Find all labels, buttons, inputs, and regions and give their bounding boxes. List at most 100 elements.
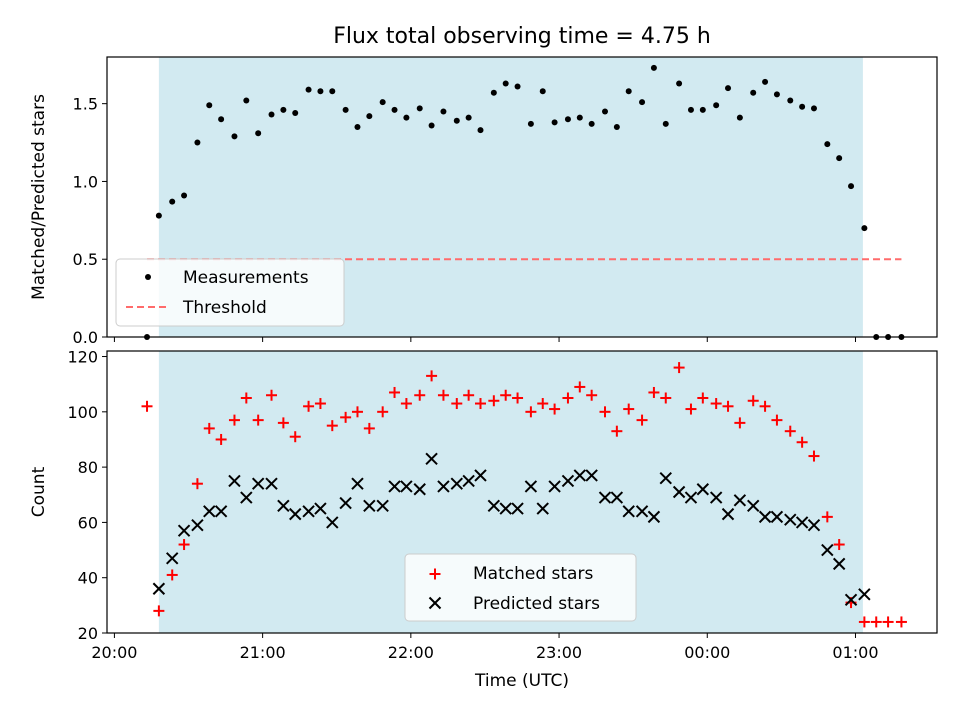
- y-tick-label: 1.5: [73, 95, 98, 114]
- measurement-point: [861, 225, 868, 232]
- cross-b: [770, 510, 784, 524]
- predicted-star-point: [388, 480, 401, 493]
- measurement-point: [836, 155, 843, 162]
- cross-b: [758, 510, 772, 524]
- predicted-star-point: [191, 518, 204, 532]
- measurement-point: [773, 91, 780, 98]
- matched-star-point: [314, 398, 326, 410]
- cross-b: [376, 499, 389, 513]
- y-tick-label: 1.0: [73, 172, 98, 191]
- measurement-point: [317, 88, 324, 95]
- matched-star-point: [648, 386, 660, 398]
- measurement-point: [551, 119, 558, 126]
- measurement-point: [713, 102, 720, 109]
- legend-box: [115, 258, 345, 327]
- measurement-point: [699, 106, 706, 113]
- measurement-point: [810, 105, 817, 112]
- cross-b: [152, 582, 166, 595]
- cross-b: [696, 483, 710, 496]
- matched-star-point: [166, 569, 178, 581]
- predicted-star-point: [844, 593, 858, 607]
- matched-star-point: [833, 539, 845, 551]
- cross-b: [585, 469, 598, 482]
- predicted-star-point: [784, 513, 797, 526]
- predicted-star-point: [289, 507, 302, 521]
- matched-star-point: [178, 539, 190, 551]
- matched-star-point: [710, 398, 722, 410]
- cross-b: [240, 491, 253, 504]
- cross-b: [413, 483, 426, 496]
- plot-frame: [106, 56, 938, 338]
- x-tick-label: 23:00: [536, 643, 582, 662]
- cross-b: [672, 485, 686, 499]
- measurement-point: [613, 124, 620, 130]
- measurement-point: [477, 127, 484, 134]
- predicted-star-point: [152, 582, 166, 595]
- cross-b: [251, 477, 265, 490]
- matched-star-point: [722, 400, 734, 412]
- cross-b: [610, 491, 624, 504]
- predicted-star-point: [240, 491, 253, 504]
- predicted-star-point: [214, 505, 228, 518]
- predicted-star-point: [487, 499, 501, 513]
- cross-b: [561, 474, 575, 488]
- measurement-point: [514, 83, 521, 90]
- matched-star-point: [326, 420, 338, 432]
- measurement-point: [625, 88, 632, 95]
- cross-b: [462, 474, 475, 488]
- measurement-point: [453, 117, 460, 124]
- matched-star-point: [747, 395, 759, 407]
- cross-b: [821, 543, 834, 557]
- plot-frame: [106, 350, 938, 634]
- measurement-point: [354, 124, 361, 130]
- legend-marker-matched: [429, 568, 441, 580]
- measurement-point: [181, 192, 188, 199]
- y-axis-label: Count: [29, 466, 49, 517]
- cross-b: [474, 469, 487, 482]
- y-tick-label: 40: [78, 569, 98, 588]
- predicted-star-point: [610, 491, 624, 504]
- matched-star-point: [586, 389, 598, 401]
- measurement-point: [465, 114, 472, 121]
- measurement-point: [268, 111, 275, 118]
- matched-star-point: [414, 389, 426, 401]
- cross-b: [339, 496, 352, 510]
- measurement-point: [305, 86, 312, 93]
- cross-b: [289, 507, 302, 521]
- y-tick-label: 0.0: [73, 328, 98, 347]
- matched-star-point: [340, 411, 352, 423]
- predicted-star-point: [314, 502, 327, 515]
- measurement-point: [194, 139, 201, 146]
- cross-b: [203, 505, 216, 518]
- matched-star-point: [277, 417, 289, 429]
- predicted-star-point: [585, 469, 598, 482]
- matched-star-point: [215, 433, 227, 445]
- matched-star-point: [363, 422, 375, 434]
- predicted-star-point: [363, 499, 376, 513]
- matched-star-point: [821, 511, 833, 523]
- predicted-star-point: [709, 491, 723, 504]
- measurement-point: [231, 133, 238, 140]
- matched-star-point: [426, 370, 438, 382]
- measurement-point: [564, 116, 571, 123]
- predicted-star-point: [770, 510, 784, 524]
- cross-b: [487, 499, 501, 513]
- predicted-star-point: [647, 510, 661, 524]
- legend-marker-measurements: [145, 274, 151, 280]
- measurement-point: [490, 89, 497, 96]
- cross-b: [844, 593, 858, 607]
- predicted-star-point: [659, 471, 672, 485]
- predicted-star-point: [166, 552, 179, 565]
- predicted-star-point: [598, 491, 612, 504]
- x-tick-label: 21:00: [240, 643, 286, 662]
- matched-star-point: [266, 389, 278, 401]
- measurement-point: [391, 106, 398, 113]
- measurement-point: [527, 120, 534, 127]
- measurement-point: [379, 99, 386, 106]
- measurement-point: [650, 64, 657, 71]
- measurement-point: [639, 99, 646, 106]
- measurement-point: [255, 130, 262, 137]
- matched-star-point: [599, 406, 611, 418]
- matched-star-point: [611, 425, 623, 437]
